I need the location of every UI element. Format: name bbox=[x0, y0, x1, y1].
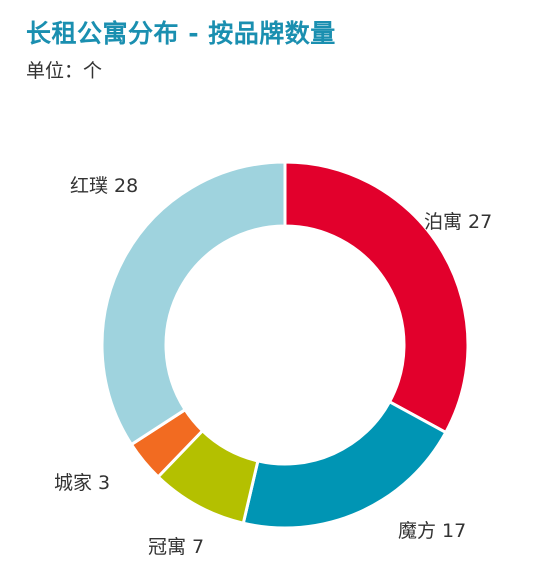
chart-subtitle: 单位：个 bbox=[26, 60, 103, 82]
slice-labels: 泊寓 27 魔方 17 冠寓 7 城家 3 红璞 28 bbox=[54, 175, 492, 558]
donut-slice-1 bbox=[283, 160, 470, 434]
slice-label-4: 城家 3 bbox=[54, 472, 110, 494]
slice-label-1: 泊寓 27 bbox=[424, 211, 492, 233]
slice-label-5: 红璞 28 bbox=[70, 175, 138, 197]
donut-slices bbox=[100, 160, 470, 530]
donut-slice-2 bbox=[241, 400, 448, 530]
donut-slice-5 bbox=[100, 160, 287, 446]
slice-label-2: 魔方 17 bbox=[398, 520, 466, 542]
slice-label-3: 冠寓 7 bbox=[148, 536, 204, 558]
chart-title: 长租公寓分布 - 按品牌数量 bbox=[26, 19, 336, 48]
